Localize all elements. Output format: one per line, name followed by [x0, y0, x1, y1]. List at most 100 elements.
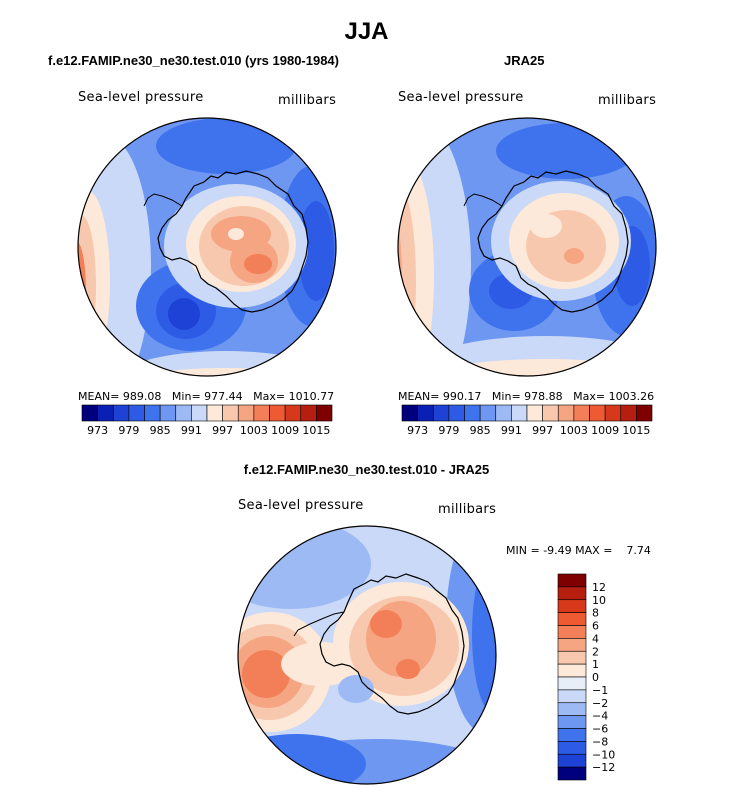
panel2-min-label: Min=: [491, 390, 521, 403]
panel2-colorbar-swatch: [432, 404, 450, 422]
panel2-colorbar-swatch: [464, 404, 481, 422]
panel1-colorbar-swatch: [175, 404, 192, 422]
panel3-colorbar-tick-label: 0: [592, 671, 599, 684]
panel2-colorbar-swatch: [511, 404, 528, 422]
panel1-stats: MEAN= 989.08 Min= 977.44 Max= 1010.77: [78, 390, 334, 403]
panel2-title: JRA25: [504, 53, 545, 68]
panel3-colorbar-swatch: [557, 702, 587, 716]
panel3-colorbar-swatch: [557, 612, 587, 626]
panel1-contour-band: [228, 228, 244, 240]
panel2-colorbar-tick-label: 979: [438, 424, 459, 437]
panel1-colorbar-tick-label: 973: [87, 424, 108, 437]
panel1-contour-band: [168, 298, 200, 330]
panel3-contour-band: [396, 659, 420, 679]
panel2-contour-band: [564, 248, 584, 264]
panel1-peninsula-coastline: [143, 193, 183, 207]
panel3-contour-band: [242, 650, 290, 698]
panel2-mean-value: 990.17: [442, 390, 482, 403]
panel2-colorbar-tick-label: 997: [532, 424, 553, 437]
panel2-map-border: [397, 117, 657, 377]
panel2-colorbar-tick-label: 1003: [560, 424, 588, 437]
figure-title: JJA: [344, 18, 389, 45]
panel3-colorbar-swatch: [557, 689, 587, 704]
panel3-contour-band: [370, 610, 402, 638]
panel1-colorbar-swatch: [112, 404, 130, 422]
panel3-colorbar-swatch: [557, 599, 587, 613]
panel3-colorbar-swatch: [557, 676, 587, 691]
panel2-units-label: millibars: [598, 93, 657, 108]
panel3-colorbar-tick-label: 1: [592, 658, 599, 671]
panel1-colorbar-tick-label: 991: [181, 424, 202, 437]
panel2-max-value: 1003.26: [608, 390, 655, 403]
panel1-coastline: [157, 170, 309, 313]
panel3-min-value: -9.49: [543, 544, 572, 557]
panel1-colorbar-swatch: [284, 404, 302, 422]
panel1-max-label: Max=: [253, 390, 286, 403]
panel3-colorbar-swatch: [557, 728, 587, 742]
panel1-contour-band: [156, 118, 296, 174]
panel2-colorbar-swatch: [417, 404, 434, 422]
panel1-min-value: 977.44: [204, 390, 243, 403]
panel2-polar-map: [397, 117, 657, 377]
panel3-colorbar-swatch: [557, 638, 587, 652]
panel2-variable-label: Sea-level pressure: [398, 90, 524, 105]
panel1-colorbar-swatch: [144, 404, 161, 422]
panel2-peninsula-coastline: [463, 193, 503, 207]
panel1-contour-band: [244, 254, 272, 274]
panel2-colorbar-swatch: [542, 404, 559, 422]
panel1-colorbar-swatch: [237, 404, 255, 422]
panel3-colorbar-swatch: [557, 663, 587, 678]
panel1-contour-band: [298, 201, 334, 301]
panel3-units-label: millibars: [438, 502, 497, 517]
panel1-colorbar-swatch: [128, 404, 145, 422]
panel3-colorbar-tick-label: −8: [592, 735, 608, 748]
panel3-colorbar-tick-label: 12: [592, 581, 606, 594]
panel1-colorbar-swatch: [300, 404, 317, 422]
panel1-colorbar: 973 979 985 991 997 1003 1009 1015: [81, 404, 333, 437]
panel1-mean-label: MEAN=: [78, 390, 120, 403]
panel1-colorbar-swatch: [191, 404, 208, 422]
panel2-colorbar-swatch: [401, 404, 418, 422]
panel2-colorbar-tick-label: 973: [407, 424, 428, 437]
panel3-peninsula-coastline: [293, 611, 345, 637]
panel2-max-label: Max=: [573, 390, 606, 403]
panel3-colorbar-swatch: [557, 715, 587, 729]
panel2-mean-label: MEAN=: [398, 390, 440, 403]
panel2-colorbar-swatch: [448, 404, 465, 422]
panel3-contour-band: [338, 675, 374, 703]
panel1-colorbar-swatch: [159, 404, 177, 422]
panel2-colorbar: 973 979 985 991 997 1003 1009 1015: [401, 404, 653, 437]
panel2-colorbar-swatch: [589, 404, 606, 422]
panel3-colorbar-swatch: [557, 625, 587, 639]
panel3-colorbar-tick-label: −12: [592, 761, 615, 774]
panel3-min-label: MIN =: [506, 544, 540, 557]
panel3-colorbar-swatch: [557, 741, 587, 755]
panel2-colorbar-swatch: [557, 404, 575, 422]
panel2-colorbar-tick-label: 1009: [591, 424, 619, 437]
panel2-coastline: [477, 170, 629, 313]
panel3-polar-map: [237, 525, 497, 785]
panel2-stats: MEAN= 990.17 Min= 978.88 Max= 1003.26: [398, 390, 654, 403]
panel1-colorbar-swatch: [97, 404, 114, 422]
panel3-colorbar-tick-label: 4: [592, 632, 599, 645]
panel3-colorbar-tick-label: −10: [592, 748, 615, 761]
panel3-max-label: MAX =: [575, 544, 613, 557]
panel1-colorbar-swatch: [253, 404, 270, 422]
panel2-colorbar-tick-label: 1015: [622, 424, 650, 437]
panel2-colorbar-swatch: [495, 404, 512, 422]
panel1-colorbar-tick-label: 979: [118, 424, 139, 437]
panel2-colorbar-swatch: [573, 404, 590, 422]
panel3-max-value: 7.74: [626, 544, 651, 557]
panel3-map-border: [237, 525, 497, 785]
panel2-colorbar-swatch: [526, 404, 543, 422]
panel1-colorbar-tick-label: 985: [150, 424, 171, 437]
panel1-colorbar-swatch: [81, 404, 98, 422]
panel3-colorbar-swatch: [557, 766, 587, 781]
panel3-stats: MIN = -9.49 MAX = 7.74: [506, 544, 651, 557]
panel1-colorbar-swatch: [206, 404, 223, 422]
panel2-colorbar-tick-label: 985: [470, 424, 491, 437]
panel1-colorbar-tick-label: 1015: [302, 424, 330, 437]
panel3-variable-label: Sea-level pressure: [238, 498, 364, 513]
panel3-coastline: [319, 573, 465, 715]
